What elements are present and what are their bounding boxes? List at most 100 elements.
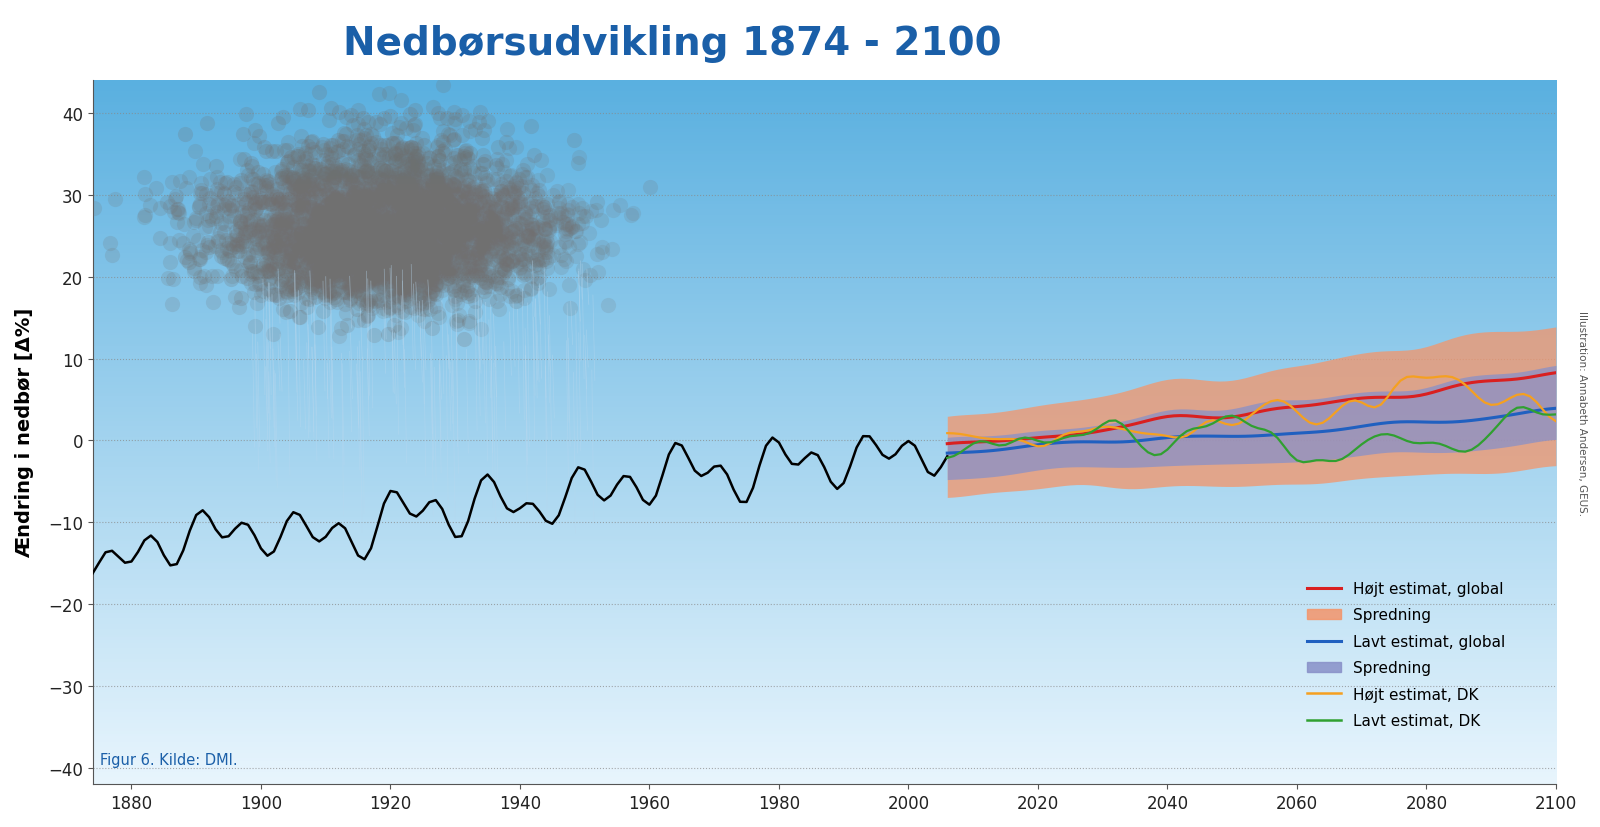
- Point: [386, 214, 411, 227]
- Point: [378, 250, 403, 263]
- Point: [322, 221, 347, 234]
- Point: [442, 179, 467, 193]
- Point: [461, 221, 486, 234]
- Point: [421, 217, 446, 230]
- Point: [272, 282, 298, 295]
- Point: [243, 241, 269, 254]
- Point: [286, 241, 312, 255]
- Point: [205, 197, 230, 210]
- Point: [499, 196, 525, 209]
- Point: [432, 234, 458, 247]
- Point: [406, 256, 432, 270]
- Point: [354, 129, 379, 142]
- Point: [422, 254, 448, 267]
- Point: [203, 206, 229, 219]
- Point: [312, 168, 338, 181]
- Point: [432, 234, 458, 247]
- Point: [302, 186, 328, 199]
- Point: [320, 198, 346, 211]
- Point: [339, 194, 365, 208]
- Point: [422, 280, 448, 293]
- Point: [307, 267, 333, 280]
- Point: [347, 210, 373, 223]
- Point: [390, 275, 416, 289]
- Point: [186, 253, 211, 266]
- Point: [421, 251, 446, 264]
- Point: [286, 311, 312, 324]
- Point: [264, 266, 290, 280]
- Point: [230, 218, 256, 231]
- Point: [432, 255, 458, 268]
- Point: [242, 136, 267, 150]
- Point: [352, 267, 378, 280]
- Point: [206, 226, 232, 239]
- Point: [467, 259, 493, 272]
- Point: [371, 265, 397, 279]
- Point: [379, 213, 405, 226]
- Point: [406, 211, 432, 224]
- Point: [269, 164, 294, 177]
- Point: [266, 197, 291, 210]
- Point: [424, 224, 450, 237]
- Point: [266, 292, 291, 305]
- Point: [443, 188, 469, 201]
- Point: [171, 251, 197, 264]
- Point: [381, 270, 406, 284]
- Point: [496, 186, 522, 199]
- Point: [384, 185, 410, 198]
- Point: [392, 256, 418, 270]
- Point: [282, 237, 307, 251]
- Point: [342, 148, 368, 161]
- Point: [259, 227, 285, 241]
- Point: [382, 227, 408, 240]
- Point: [474, 241, 499, 254]
- Point: [366, 249, 392, 262]
- Point: [310, 138, 336, 151]
- Point: [530, 212, 555, 225]
- Point: [469, 226, 494, 239]
- Point: [325, 193, 350, 206]
- Point: [304, 179, 330, 192]
- Point: [448, 208, 474, 221]
- Point: [485, 256, 510, 269]
- Point: [485, 221, 510, 234]
- Point: [416, 244, 442, 257]
- Point: [379, 127, 405, 141]
- Point: [427, 165, 453, 178]
- Point: [381, 176, 406, 189]
- Point: [322, 206, 347, 219]
- Point: [424, 246, 450, 260]
- Point: [381, 260, 406, 273]
- Point: [347, 203, 373, 217]
- Point: [454, 235, 480, 248]
- Point: [509, 258, 534, 271]
- Point: [333, 257, 358, 270]
- Point: [394, 254, 419, 267]
- Point: [320, 241, 346, 254]
- Point: [518, 223, 544, 237]
- Point: [555, 203, 581, 217]
- Point: [408, 189, 434, 203]
- Point: [309, 238, 334, 251]
- Point: [339, 178, 365, 191]
- Point: [518, 184, 544, 197]
- Point: [458, 251, 483, 265]
- Point: [491, 211, 517, 224]
- Point: [557, 222, 582, 236]
- Point: [386, 168, 411, 181]
- Point: [349, 251, 374, 264]
- Point: [378, 258, 403, 271]
- Point: [275, 245, 301, 258]
- Point: [362, 174, 387, 188]
- Point: [234, 196, 259, 209]
- Point: [270, 233, 296, 246]
- Point: [522, 231, 547, 244]
- Point: [314, 221, 339, 234]
- Point: [552, 253, 578, 266]
- Point: [403, 226, 429, 239]
- Point: [373, 180, 398, 194]
- Point: [298, 247, 323, 261]
- Point: [352, 241, 378, 255]
- Point: [414, 184, 440, 198]
- Point: [459, 208, 485, 222]
